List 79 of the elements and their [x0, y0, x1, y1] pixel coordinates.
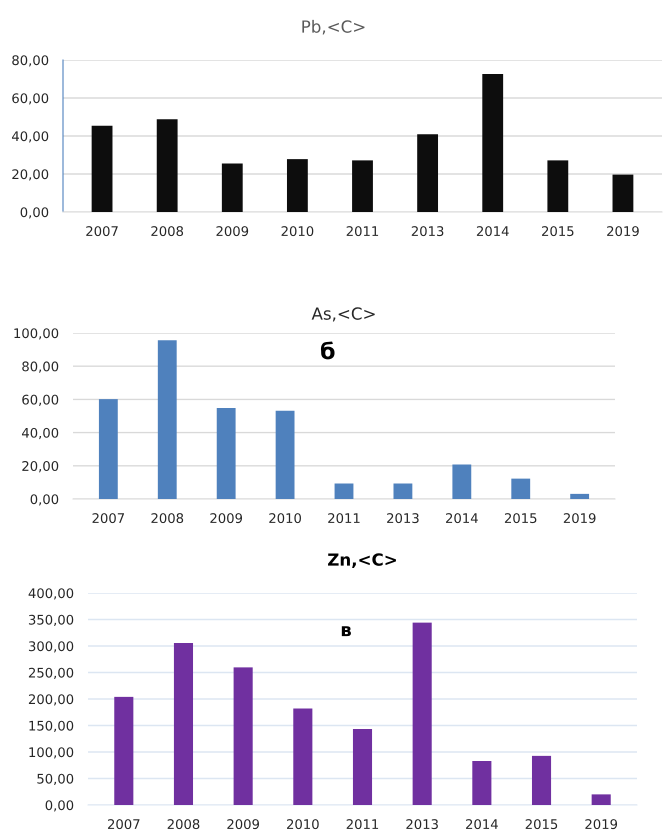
y-tick-label: 60,00	[12, 93, 48, 105]
bar	[92, 126, 112, 212]
x-tick-label: 2013	[406, 819, 438, 830]
x-tick-label: 2019	[607, 226, 639, 236]
annotation: в	[342, 626, 351, 636]
bar	[222, 164, 243, 212]
x-tick-label: 2009	[227, 819, 260, 830]
y-tick-label: 20,00	[22, 461, 58, 472]
bar	[532, 756, 552, 805]
y-tick-label: 250,00	[28, 668, 74, 680]
x-tick-label: 2010	[269, 513, 301, 524]
chart-title: Zn,<C>	[328, 553, 396, 568]
bar	[158, 340, 177, 499]
chart-title: Pb,<C>	[302, 20, 364, 35]
annotation: б	[320, 341, 335, 360]
bar	[293, 708, 312, 805]
x-tick-label: 2015	[542, 226, 574, 236]
bar	[216, 408, 236, 499]
x-tick-label: 2009	[216, 226, 248, 236]
x-tick-label: 2013	[412, 226, 444, 236]
bar	[156, 119, 178, 212]
bar	[570, 494, 590, 499]
x-tick-label: 2007	[92, 513, 124, 524]
x-tick-label: 2019	[564, 513, 596, 524]
y-tick-label: 40,00	[12, 131, 48, 143]
bar	[412, 622, 432, 805]
x-tick-label: 2008	[151, 226, 184, 236]
y-tick-label: 350,00	[28, 614, 74, 626]
y-tick-label: 0,00	[20, 207, 48, 219]
y-tick-label: 80,00	[22, 361, 58, 373]
bar	[98, 399, 118, 499]
x-tick-label: 2011	[346, 819, 378, 830]
y-tick-label: 100,00	[29, 747, 74, 759]
bar	[174, 643, 194, 805]
bar	[547, 160, 568, 212]
x-tick-label: 2009	[210, 513, 242, 524]
y-tick-label: 0,00	[30, 494, 58, 506]
bar	[417, 134, 438, 212]
bar	[276, 410, 295, 499]
x-tick-label: 2010	[287, 819, 319, 830]
bar	[334, 484, 354, 499]
y-tick-label: 400,00	[28, 588, 74, 600]
bar	[452, 464, 472, 499]
bar	[482, 74, 504, 212]
bar	[511, 478, 530, 499]
x-tick-label: 2011	[346, 226, 378, 236]
x-tick-label: 2015	[504, 513, 536, 524]
x-tick-label: 2010	[282, 226, 314, 236]
bar	[352, 728, 372, 805]
x-tick-label: 2015	[526, 819, 558, 830]
y-tick-label: 200,00	[28, 694, 74, 706]
x-tick-label: 2007	[86, 226, 118, 236]
bar	[472, 761, 492, 805]
bar	[234, 667, 253, 805]
x-tick-label: 2008	[151, 513, 184, 524]
bar	[352, 160, 373, 212]
y-tick-label: 100,00	[14, 328, 58, 340]
bar	[114, 696, 134, 805]
x-tick-label: 2014	[476, 226, 509, 236]
y-tick-label: 50,00	[37, 774, 74, 786]
x-tick-label: 2007	[108, 819, 140, 830]
x-tick-label: 2019	[585, 819, 618, 830]
x-tick-label: 2011	[328, 513, 360, 524]
x-tick-label: 2008	[168, 819, 200, 830]
chart-title: As,<C>	[312, 307, 375, 322]
y-tick-label: 40,00	[22, 428, 58, 440]
y-tick-label: 20,00	[12, 169, 48, 181]
y-tick-label: 60,00	[22, 394, 58, 406]
bar	[393, 484, 412, 499]
y-tick-label: 80,00	[12, 55, 48, 67]
x-tick-label: 2013	[387, 513, 419, 524]
bar	[286, 159, 308, 212]
y-tick-label: 300,00	[28, 641, 74, 653]
bar	[612, 174, 634, 212]
x-tick-label: 2014	[446, 513, 478, 524]
y-tick-label: 150,00	[29, 720, 74, 732]
y-tick-label: 0,00	[46, 800, 74, 812]
x-tick-label: 2014	[466, 819, 498, 830]
bar	[592, 794, 611, 805]
